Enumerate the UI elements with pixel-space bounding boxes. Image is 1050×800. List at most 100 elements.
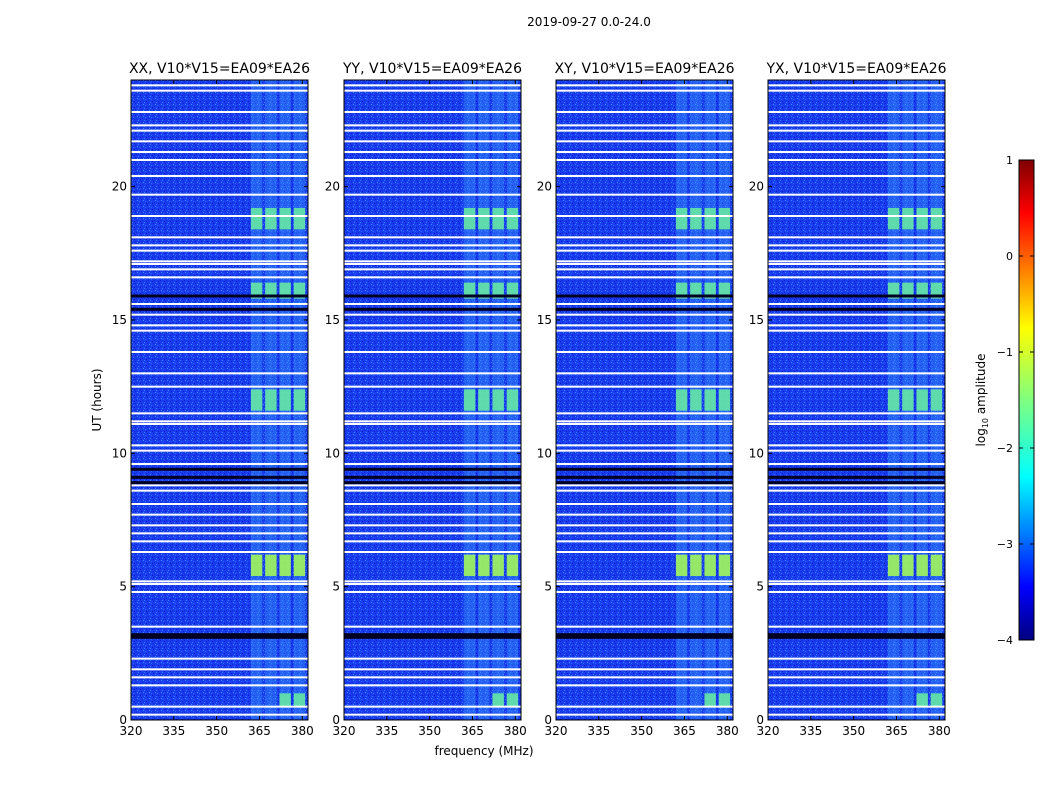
zero-row bbox=[344, 635, 521, 639]
flagged-row bbox=[344, 420, 521, 423]
rfi-burst bbox=[902, 389, 914, 411]
rfi-burst bbox=[478, 389, 490, 411]
x-tick-label: 350 bbox=[418, 724, 441, 738]
y-tick-label: 0 bbox=[332, 713, 340, 727]
flagged-row bbox=[556, 268, 733, 271]
rfi-burst bbox=[506, 208, 519, 230]
rfi-burst bbox=[930, 389, 943, 411]
flagged-row bbox=[344, 351, 521, 353]
flagged-row bbox=[556, 215, 733, 217]
rfi-burst bbox=[916, 282, 928, 299]
rfi-burst bbox=[916, 693, 928, 707]
flagged-row bbox=[556, 484, 733, 487]
colorbar-label-rest: amplitude bbox=[974, 354, 988, 418]
y-axis-label: UT (hours) bbox=[90, 368, 104, 431]
colorbar-ticks: −4 −3 −2 −1 0 1 bbox=[997, 154, 1034, 647]
flagged-row bbox=[556, 583, 733, 585]
y-tick-label: 10 bbox=[749, 446, 764, 460]
flagged-row bbox=[344, 463, 521, 465]
flagged-row bbox=[131, 84, 308, 87]
flagged-row bbox=[768, 140, 945, 143]
flagged-row bbox=[556, 668, 733, 671]
panel-yx: YX, V10*V15=EA09*EA26 320 335 350 365 380 0 5 10… bbox=[749, 61, 951, 738]
flagged-row bbox=[131, 412, 308, 415]
y-tick-label: 10 bbox=[325, 446, 340, 460]
rfi-burst bbox=[506, 693, 519, 707]
flagged-row bbox=[344, 175, 521, 177]
flagged-row bbox=[344, 705, 521, 708]
flagged-row bbox=[768, 372, 945, 375]
rfi-burst bbox=[887, 554, 900, 576]
flagged-row bbox=[556, 124, 733, 127]
flagged-row bbox=[556, 412, 733, 415]
flagged-row bbox=[131, 591, 308, 593]
flagged-row bbox=[556, 89, 733, 92]
flagged-row bbox=[131, 503, 308, 505]
rfi-burst bbox=[718, 282, 731, 299]
rfi-burst bbox=[930, 554, 943, 576]
flagged-row bbox=[556, 684, 733, 687]
x-axis-label: frequency (MHz) bbox=[434, 744, 533, 758]
zero-row bbox=[131, 467, 308, 471]
colorbar-gradient bbox=[1018, 159, 1035, 641]
flagged-row bbox=[556, 705, 733, 708]
flagged-row bbox=[131, 551, 308, 553]
x-tick-label: 365 bbox=[461, 724, 484, 738]
rfi-burst bbox=[478, 208, 490, 230]
flagged-row bbox=[768, 313, 945, 316]
flagged-row bbox=[344, 129, 521, 132]
flagged-row bbox=[344, 329, 521, 332]
rfi-burst bbox=[675, 282, 688, 299]
rfi-burst bbox=[887, 282, 900, 299]
colorbar-tick-label: −1 bbox=[997, 346, 1013, 359]
flagged-row bbox=[131, 263, 308, 265]
y-tick-label: 15 bbox=[749, 313, 764, 327]
flagged-row bbox=[131, 324, 308, 327]
flagged-row bbox=[556, 260, 733, 263]
y-tick-label: 15 bbox=[112, 313, 127, 327]
colorbar-tick-label: 1 bbox=[1006, 154, 1013, 167]
flagged-row bbox=[131, 351, 308, 353]
zero-row bbox=[131, 633, 308, 637]
flagged-row bbox=[556, 111, 733, 113]
x-tick-label: 380 bbox=[504, 724, 527, 738]
flagged-row bbox=[768, 625, 945, 628]
rfi-burst bbox=[690, 389, 702, 411]
rfi-burst bbox=[478, 282, 490, 299]
rfi-burst bbox=[265, 208, 277, 230]
x-tick-label: 365 bbox=[673, 724, 696, 738]
rfi-burst bbox=[492, 693, 504, 707]
flagged-row bbox=[556, 236, 733, 239]
flagged-row bbox=[768, 193, 945, 196]
flagged-row bbox=[344, 263, 521, 265]
flagged-row bbox=[131, 420, 308, 423]
rfi-burst bbox=[463, 554, 476, 576]
flagged-row bbox=[556, 625, 733, 628]
zero-row bbox=[131, 294, 308, 298]
flagged-row bbox=[556, 313, 733, 316]
flagged-row bbox=[556, 580, 733, 583]
flagged-row bbox=[344, 140, 521, 143]
y-tick-label: 5 bbox=[119, 580, 127, 594]
flagged-row bbox=[344, 580, 521, 583]
zero-row bbox=[556, 633, 733, 637]
flagged-row bbox=[344, 412, 521, 415]
colorbar: −4 −3 −2 −1 0 1 log10 amplitude bbox=[974, 154, 1035, 647]
colorbar-tick-label: −3 bbox=[997, 538, 1013, 551]
flagged-row bbox=[768, 676, 945, 679]
y-tick-label: 15 bbox=[325, 313, 340, 327]
panel-title: YY, V10*V15=EA09*EA26 bbox=[342, 61, 522, 77]
x-tick-label: 365 bbox=[885, 724, 908, 738]
flagged-row bbox=[131, 372, 308, 375]
zero-row bbox=[556, 294, 733, 298]
rfi-burst bbox=[930, 208, 943, 230]
zero-row bbox=[768, 307, 945, 311]
rfi-burst bbox=[704, 208, 716, 230]
flagged-row bbox=[768, 236, 945, 239]
flagged-row bbox=[556, 524, 733, 527]
zero-row bbox=[556, 481, 733, 485]
rfi-burst bbox=[506, 282, 519, 299]
flagged-row bbox=[556, 276, 733, 279]
flagged-row bbox=[556, 540, 733, 543]
rfi-burst bbox=[279, 208, 291, 230]
